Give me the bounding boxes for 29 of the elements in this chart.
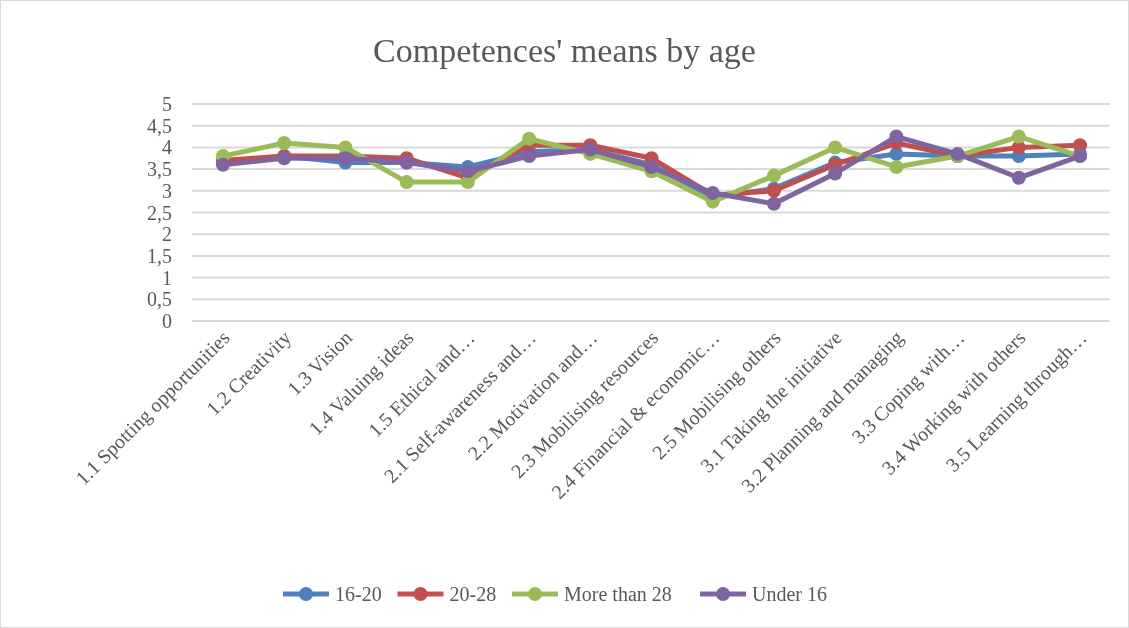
point: [766, 168, 781, 183]
point: [828, 140, 843, 155]
point: [1011, 170, 1026, 185]
y-tick-label: 1,5: [147, 244, 172, 267]
y-tick-label: 3,5: [147, 158, 172, 181]
y-tick-label: 0,5: [147, 288, 172, 311]
y-tick-label: 3: [162, 179, 172, 202]
chart-title: Competences' means by age: [373, 32, 756, 69]
y-tick-label: 1: [162, 266, 172, 289]
y-tick-label: 4: [162, 136, 172, 159]
point: [522, 149, 537, 164]
legend-label: 20-28: [449, 583, 497, 605]
y-tick-label: 5: [162, 93, 172, 115]
y-tick-label: 2,5: [147, 201, 172, 224]
legend-label: Under 16: [752, 583, 827, 605]
point: [522, 131, 537, 146]
point: [889, 159, 904, 174]
point: [1011, 129, 1026, 144]
y-tick-label: 4,5: [147, 114, 172, 137]
y-tick-label: 0: [162, 310, 172, 332]
point: [889, 129, 904, 144]
point: [277, 136, 292, 151]
y-tick-label: 2: [162, 223, 172, 246]
point: [460, 164, 475, 179]
point: [399, 175, 414, 190]
legend-label: More than 28: [564, 583, 672, 605]
legend-label: 16-20: [335, 583, 382, 605]
point: [828, 166, 843, 181]
point: [766, 196, 781, 211]
